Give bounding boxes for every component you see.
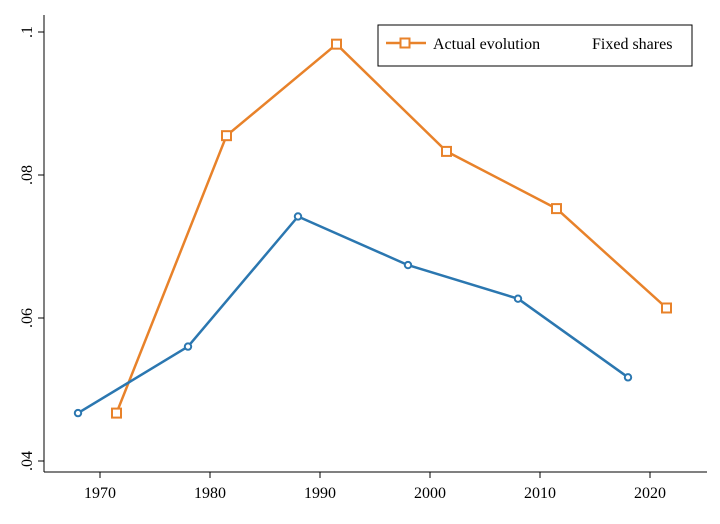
y-tick-label: .1 [19, 26, 36, 38]
y-tick-group: .04 .06 .08 .1 [19, 26, 44, 471]
data-point-square [661, 302, 672, 314]
series-line-actual-evolution [115, 42, 668, 414]
data-point-square [111, 407, 122, 419]
legend-label-actual: Actual evolution [433, 36, 540, 53]
data-point-circle [73, 408, 83, 418]
data-point-square [331, 38, 342, 50]
series-line-fixed-shares [77, 215, 629, 415]
data-point-square [221, 130, 232, 142]
x-tick-group: 1970 1980 1990 2000 2010 2020 [84, 472, 666, 502]
legend-swatch-marker [399, 37, 411, 49]
x-tick-label: 2010 [524, 485, 556, 502]
x-tick-label: 1990 [304, 485, 336, 502]
x-tick-label: 2000 [414, 485, 446, 502]
legend-box [377, 24, 693, 67]
data-point-circle [513, 294, 523, 303]
legend-label-fixed: Fixed shares [592, 36, 672, 53]
data-point-square [551, 203, 562, 215]
series-group [73, 38, 672, 419]
data-point-circle [403, 260, 413, 270]
data-point-circle [293, 212, 303, 221]
data-point-circle [623, 373, 633, 382]
x-tick-label: 2020 [634, 485, 666, 502]
data-point-circle [183, 342, 193, 351]
y-tick-label: .04 [19, 451, 36, 471]
legend: Actual evolution Fixed shares [377, 24, 693, 67]
y-tick-label: .06 [19, 308, 36, 328]
data-point-square [441, 145, 452, 157]
x-tick-label: 1970 [84, 485, 116, 502]
x-tick-label: 1980 [194, 485, 226, 502]
y-tick-label: .08 [19, 165, 36, 185]
chart-axes [43, 15, 707, 473]
